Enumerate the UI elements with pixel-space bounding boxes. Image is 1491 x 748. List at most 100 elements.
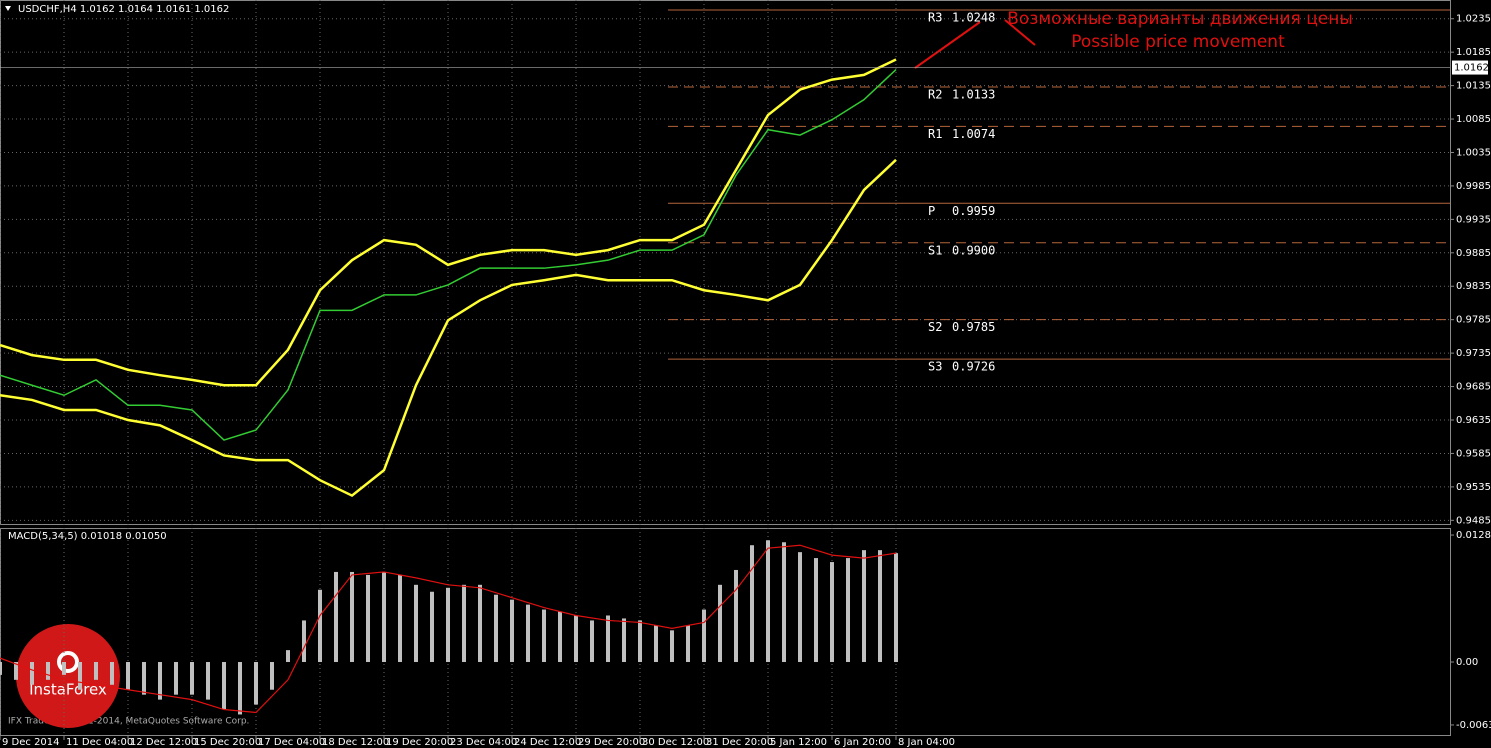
pivot-value: 1.0133 [952,87,995,101]
macd-bar [334,571,338,663]
macd-bar [510,599,514,663]
logo-text: InstaForex [29,681,107,699]
macd-bar [78,662,82,690]
macd-header: MACD(5,34,5) 0.01018 0.01050 [8,531,167,542]
current-price-label: 1.0162 [1454,63,1489,74]
x-tick-label: 29 Dec 20:00 [578,737,645,748]
macd-bar [686,625,690,663]
macd-bar [830,562,834,663]
annotation-en: Possible price movement [1071,32,1285,52]
y-tick-label: 0.9585 [1456,448,1491,459]
macd-bar [558,611,562,663]
pivot-name: S2 [928,320,942,334]
macd-bar [798,552,802,663]
y-tick-label: 0.9985 [1456,181,1491,192]
macd-bar [782,542,786,663]
macd-bar [94,662,98,680]
pivot-value: 0.9726 [952,360,995,374]
macd-bar [0,662,2,675]
macd-bar [862,550,866,663]
y-tick-label: 0.9935 [1456,214,1491,225]
x-tick-label: 31 Dec 20:00 [706,737,773,748]
macd-bar [206,662,210,700]
macd-bar [766,540,770,663]
macd-bar [62,662,66,675]
y-tick-label: 1.0085 [1456,114,1491,125]
macd-bar [14,662,18,680]
copyright: IFX Trader, © 2001-2014, MetaQuotes Soft… [8,717,249,727]
macd-bar [446,587,450,663]
macd-bar [654,625,658,663]
macd-bar [606,615,610,663]
pivot-name: R2 [928,87,942,101]
pivot-name: S1 [928,243,942,257]
x-tick-label: 30 Dec 12:00 [642,737,709,748]
macd-bar [526,604,530,663]
macd-bar [174,662,178,695]
pivot-value: 0.9959 [952,204,995,218]
macd-bar [318,589,322,663]
macd-bar [350,571,354,663]
macd-bar [590,620,594,663]
y-tick-label: 0.9835 [1456,281,1491,292]
macd-bar [846,558,850,663]
macd-bar [750,545,754,663]
x-tick-label: 23 Dec 04:00 [450,737,517,748]
macd-bar [286,650,290,663]
macd-bar [478,584,482,663]
macd-bar [30,662,34,685]
macd-bar [110,662,114,685]
y-tick-label: 0.9885 [1456,248,1491,259]
macd-bar [366,574,370,663]
x-tick-label: 15 Dec 20:00 [194,737,261,748]
macd-bar [702,609,706,663]
price-line [0,58,897,387]
pivot-name: S3 [928,360,942,374]
macd-bar [494,594,498,663]
macd-bar [158,662,162,700]
pivot-value: 0.9785 [952,320,995,334]
x-tick-label: 9 Dec 2014 [2,737,60,748]
macd-bar [718,584,722,663]
y-tick-label: 0.01283 [1456,530,1491,541]
y-tick-label: 0.9485 [1456,515,1491,526]
y-tick-label: 0.00 [1456,657,1478,668]
macd-bar [382,571,386,663]
y-tick-label: 1.0235 [1456,14,1491,25]
macd-bar [126,662,130,690]
y-tick-label: 1.0185 [1456,47,1491,58]
x-tick-label: 11 Dec 04:00 [66,737,133,748]
macd-bar [254,662,258,705]
y-tick-label: 0.9785 [1456,315,1491,326]
price-line [0,69,897,441]
x-tick-label: 19 Dec 20:00 [386,737,453,748]
pivot-value: 1.0074 [952,127,995,141]
pivot-name: R3 [928,11,942,25]
macd-bar [190,662,194,695]
macd-bar [622,618,626,663]
x-tick-label: 12 Dec 12:00 [130,737,197,748]
x-tick-label: 17 Dec 04:00 [258,737,325,748]
macd-bar [222,662,226,710]
macd-bar [670,630,674,663]
macd-bar [542,609,546,663]
macd-bar [270,662,274,690]
pivot-value: 0.9900 [952,243,995,257]
y-tick-label: 0.9735 [1456,348,1491,359]
x-tick-label: 8 Jan 04:00 [898,737,955,748]
macd-bar [734,569,738,663]
macd-bar [814,558,818,663]
logo-circle [16,624,120,728]
price-line [0,158,897,498]
current-price-box [1452,60,1488,75]
macd-bar [142,662,146,695]
pivot-name: R1 [928,127,942,141]
y-tick-label: 1.0035 [1456,147,1491,158]
pivot-name: P [928,204,935,218]
macd-bar [302,620,306,663]
macd-bar [462,584,466,663]
signal-line [0,544,897,714]
macd-bar [238,662,242,715]
